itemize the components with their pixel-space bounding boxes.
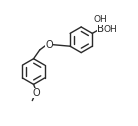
Text: O: O <box>45 40 53 50</box>
Text: B: B <box>97 24 104 34</box>
Text: OH: OH <box>93 15 107 24</box>
Text: O: O <box>32 88 40 98</box>
Text: OH: OH <box>104 25 118 34</box>
